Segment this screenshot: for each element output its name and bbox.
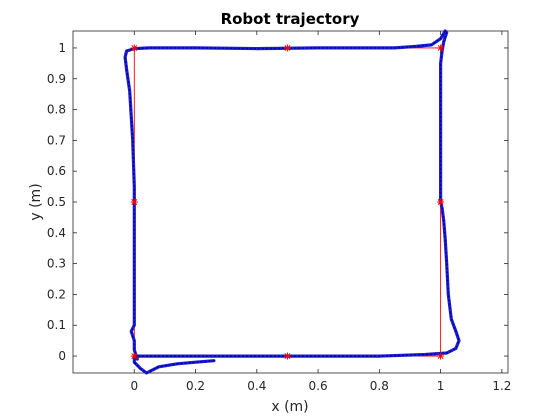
y-tick-label: 0.9: [47, 72, 66, 86]
x-tick-label: 0.4: [247, 379, 266, 393]
trajectory-dots: [124, 29, 460, 374]
x-tick-label: 1: [437, 379, 445, 393]
y-tick-label: 0: [58, 349, 66, 363]
y-tick-label: 1: [58, 41, 66, 55]
x-tick-label: 1.2: [492, 379, 511, 393]
chart-title: Robot trajectory: [221, 10, 360, 28]
x-axis-label: x (m): [271, 399, 308, 415]
y-tick-label: 0.2: [47, 287, 66, 301]
x-tick-label: 0.2: [186, 379, 205, 393]
x-tick-label: 0.6: [309, 379, 328, 393]
y-tick-label: 0.7: [47, 133, 66, 147]
y-axis-label: y (m): [28, 183, 44, 220]
waypoint-marker: [437, 44, 445, 52]
waypoint-marker: [130, 44, 138, 52]
y-tick-label: 0.6: [47, 164, 66, 178]
waypoint-marker: [130, 198, 138, 206]
y-tick-label: 0.8: [47, 103, 66, 117]
waypoint-marker: [283, 352, 291, 360]
series-layer: [123, 29, 461, 375]
trajectory-line: [123, 29, 461, 375]
axis-ticks: 0 0.2 0.4 0.6 0.8 1 1.2 0 0.1 0.2 0.3 0.4 0.5 0.6 0.7 0…: [47, 31, 511, 393]
y-tick-label: 0.5: [47, 195, 66, 209]
waypoint-marker: [283, 44, 291, 52]
y-tick-label: 0.4: [47, 226, 66, 240]
waypoint-marker: [130, 352, 138, 360]
waypoint-marker: [437, 352, 445, 360]
waypoint-marker: [437, 198, 445, 206]
y-tick-label: 0.1: [47, 318, 66, 332]
reference-line: [133, 47, 442, 357]
x-tick-label: 0.8: [370, 379, 389, 393]
x-tick-label: 0: [130, 379, 138, 393]
y-tick-label: 0.3: [47, 257, 66, 271]
